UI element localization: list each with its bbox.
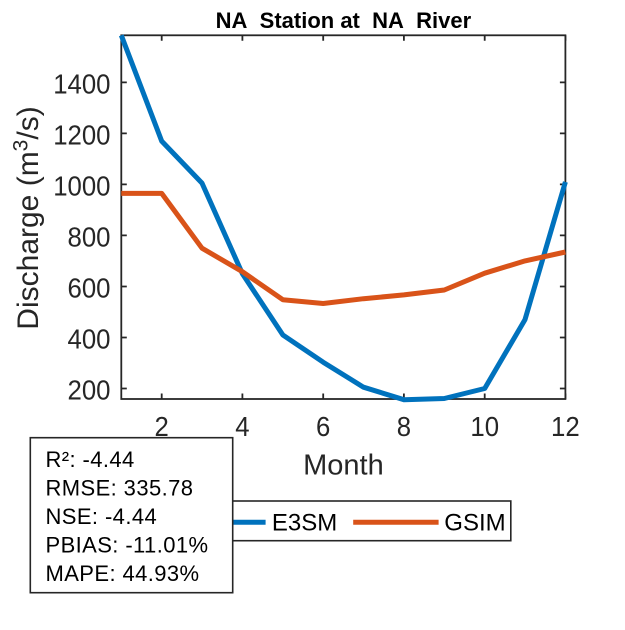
svg-text:GSIM: GSIM: [444, 509, 505, 536]
svg-text:1200: 1200: [53, 119, 110, 150]
svg-text:800: 800: [68, 221, 111, 252]
svg-text:10: 10: [470, 411, 499, 442]
svg-text:400: 400: [68, 324, 111, 355]
svg-text:600: 600: [68, 273, 111, 304]
svg-text:NA Station at NA River: NA Station at NA River: [216, 8, 472, 33]
svg-text:1000: 1000: [53, 170, 110, 201]
svg-text:4: 4: [235, 411, 249, 442]
svg-text:E3SM: E3SM: [272, 509, 337, 536]
svg-text:12: 12: [551, 411, 580, 442]
svg-text:NSE: -4.44: NSE: -4.44: [46, 504, 158, 529]
svg-text:6: 6: [316, 411, 330, 442]
svg-text:1400: 1400: [53, 68, 110, 99]
svg-text:8: 8: [397, 411, 411, 442]
svg-text:R²: -4.44: R²: -4.44: [46, 447, 135, 472]
svg-text:RMSE: 335.78: RMSE: 335.78: [46, 476, 194, 501]
svg-text:Month: Month: [303, 449, 384, 481]
svg-text:PBIAS: -11.01%: PBIAS: -11.01%: [46, 533, 209, 558]
svg-text:200: 200: [68, 375, 111, 406]
svg-text:Discharge (m3/s): Discharge (m3/s): [10, 106, 46, 329]
svg-text:MAPE: 44.93%: MAPE: 44.93%: [46, 561, 200, 586]
svg-text:2: 2: [155, 411, 169, 442]
